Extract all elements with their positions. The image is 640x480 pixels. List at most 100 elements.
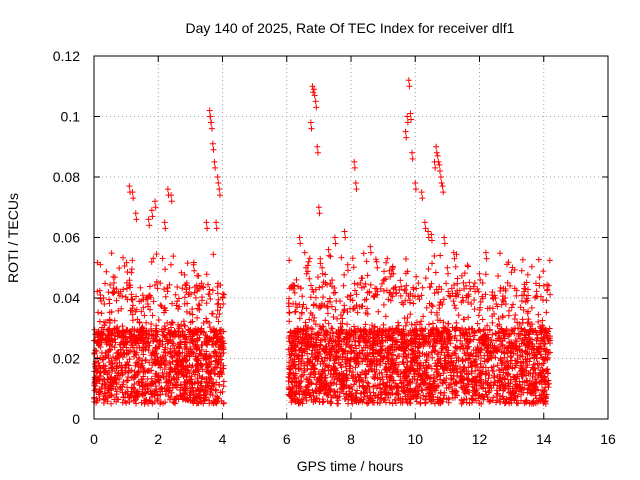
x-tick-label: 0 — [90, 431, 98, 447]
data-point — [362, 280, 369, 287]
data-point — [167, 360, 174, 367]
data-point — [146, 283, 153, 290]
data-point — [181, 294, 188, 301]
data-point — [111, 336, 118, 343]
data-point — [167, 261, 174, 268]
data-point — [107, 281, 114, 288]
data-point — [338, 364, 345, 371]
data-point — [154, 285, 161, 292]
x-tick-label: 14 — [536, 431, 552, 447]
data-point — [133, 306, 140, 313]
data-point — [105, 326, 112, 333]
data-point — [176, 344, 183, 351]
data-point — [106, 300, 113, 307]
data-point — [418, 318, 425, 325]
data-point — [106, 347, 113, 354]
data-point — [329, 325, 336, 332]
data-point — [96, 389, 103, 396]
data-point — [490, 374, 497, 381]
data-point — [395, 319, 402, 326]
data-point — [165, 327, 172, 334]
data-point — [126, 328, 133, 335]
data-point — [351, 381, 358, 388]
data-point — [122, 293, 129, 300]
data-point — [100, 396, 107, 403]
data-point — [167, 331, 174, 338]
data-point — [152, 383, 159, 390]
data-point — [154, 376, 161, 383]
data-point — [101, 376, 108, 383]
data-point — [141, 397, 148, 404]
data-point — [204, 341, 211, 348]
data-point — [166, 396, 173, 403]
data-point — [116, 292, 123, 299]
data-point — [153, 278, 160, 285]
data-point — [142, 346, 149, 353]
data-point — [207, 375, 214, 382]
data-point — [206, 291, 213, 298]
data-point — [197, 350, 204, 357]
data-point — [183, 373, 190, 380]
data-point — [508, 304, 515, 311]
data-point — [286, 309, 293, 316]
data-point — [189, 381, 196, 388]
data-point — [140, 373, 147, 380]
data-point — [395, 361, 402, 368]
data-point — [501, 354, 508, 361]
data-point — [161, 366, 168, 373]
data-point — [187, 385, 194, 392]
data-point — [113, 350, 120, 357]
data-point — [319, 283, 326, 290]
data-point — [138, 308, 145, 315]
data-point — [120, 349, 127, 356]
data-point — [135, 378, 142, 385]
data-point — [98, 310, 105, 317]
data-point — [205, 338, 212, 345]
data-point — [116, 376, 123, 383]
data-point — [140, 365, 147, 372]
data-point — [176, 356, 183, 363]
data-point — [344, 321, 351, 328]
data-point — [192, 284, 198, 291]
data-point — [220, 346, 227, 353]
data-point — [380, 321, 387, 328]
data-point — [170, 374, 177, 381]
data-point — [145, 388, 152, 395]
data-point — [186, 327, 193, 334]
x-tick-label: 8 — [347, 431, 355, 447]
data-point — [318, 355, 325, 362]
data-point — [212, 387, 219, 394]
data-point — [471, 280, 478, 287]
data-point — [197, 351, 204, 358]
data-point — [127, 335, 134, 342]
data-point — [203, 348, 210, 355]
data-point — [404, 319, 411, 326]
data-point — [140, 351, 147, 358]
data-point — [439, 380, 446, 387]
data-point — [123, 361, 130, 368]
data-point — [212, 348, 219, 355]
data-point — [195, 387, 202, 394]
data-point — [161, 386, 168, 393]
data-point — [141, 386, 148, 393]
data-point — [152, 370, 159, 377]
data-point — [220, 337, 227, 344]
data-point — [142, 369, 149, 376]
data-point — [128, 374, 135, 381]
data-point — [115, 307, 122, 314]
data-point — [166, 387, 173, 394]
data-point — [423, 304, 430, 311]
data-point — [198, 362, 205, 369]
data-point — [132, 397, 139, 404]
data-point — [103, 349, 110, 356]
data-point — [111, 376, 118, 383]
data-point — [206, 400, 213, 407]
data-point — [108, 250, 115, 257]
data-point — [168, 319, 175, 326]
data-point — [183, 289, 190, 296]
data-point — [102, 319, 109, 326]
data-point — [312, 321, 319, 328]
data-point — [535, 256, 542, 263]
data-point — [113, 381, 120, 388]
data-point — [466, 279, 473, 286]
